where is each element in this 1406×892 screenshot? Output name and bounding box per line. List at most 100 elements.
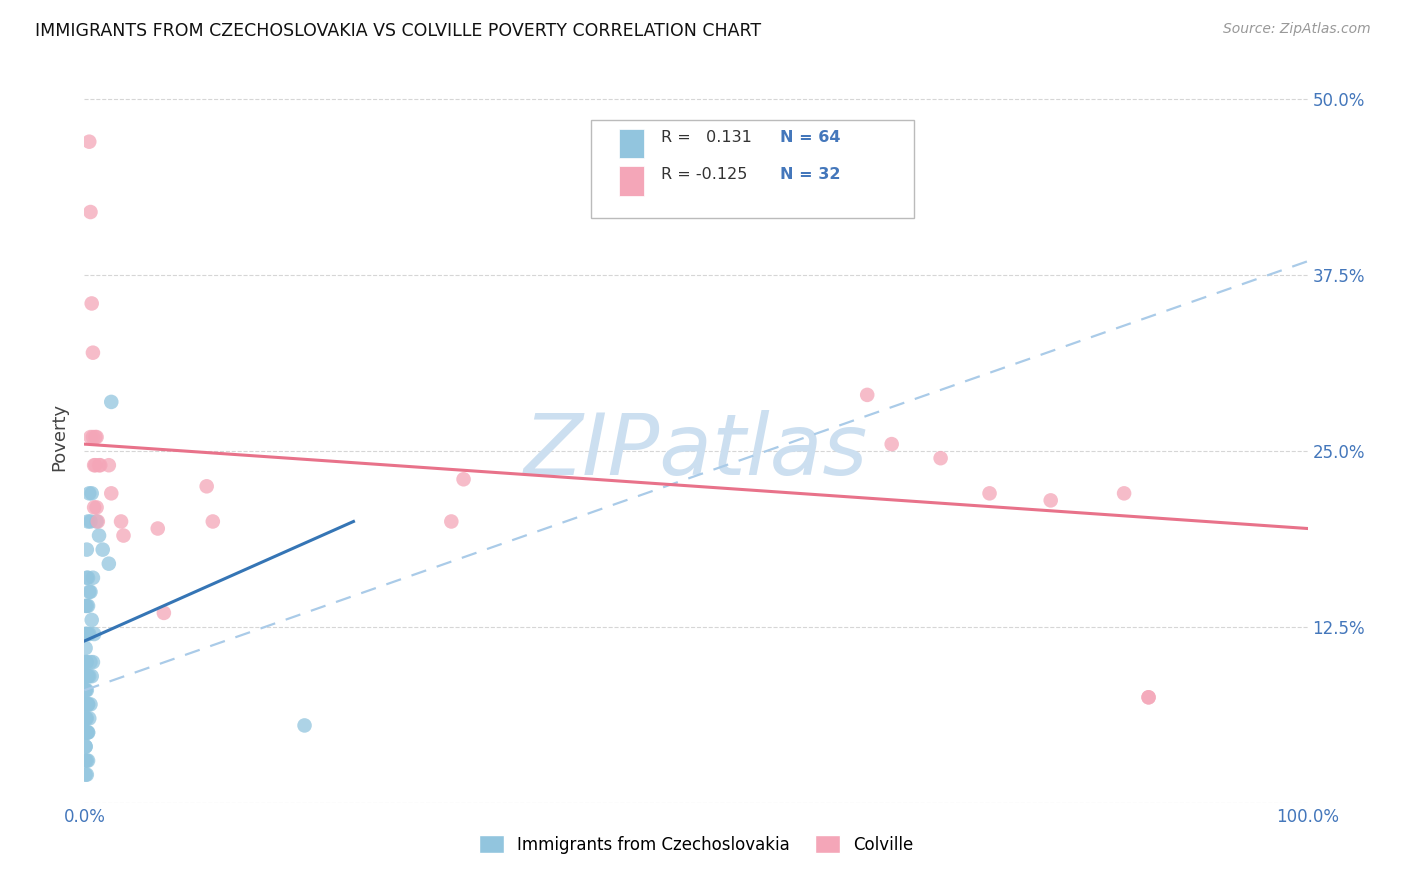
Point (77, 515, 100, 529)
Point (77, 627, 100, 641)
Point (880, 437, 903, 451)
Point (76, 683, 98, 698)
Legend: Immigrants from Czechoslovakia, Colville: Immigrants from Czechoslovakia, Colville (472, 829, 920, 860)
Point (76, 725, 98, 739)
Point (76, 571, 98, 585)
Point (440, 515, 463, 529)
Point (100, 486, 122, 500)
Point (97, 458, 120, 473)
Point (87, 515, 110, 529)
Point (75, 754, 97, 768)
Point (89, 458, 111, 473)
Point (929, 451, 952, 466)
Point (91, 542, 114, 557)
Point (77, 669, 100, 683)
Point (110, 515, 132, 529)
Point (75, 698, 97, 712)
Point (76, 627, 98, 641)
Point (77, 711, 100, 725)
Point (76, 754, 98, 768)
Point (84, 458, 107, 473)
Text: ZIPatlas: ZIPatlas (524, 410, 868, 493)
Point (100, 395, 122, 409)
Y-axis label: Poverty: Poverty (51, 403, 69, 471)
Point (83, 627, 105, 641)
Point (294, 718, 316, 732)
Point (75, 627, 97, 641)
Point (77, 135, 100, 149)
Point (79, 698, 101, 712)
Text: N = 64: N = 64 (780, 130, 841, 145)
Point (86, 515, 108, 529)
Point (146, 521, 169, 535)
Text: R =   0.131: R = 0.131 (661, 130, 752, 145)
Point (77, 627, 100, 641)
Point (112, 528, 135, 542)
Point (77, 698, 100, 712)
Point (75, 669, 97, 683)
Point (82, 571, 104, 585)
Point (75, 739, 97, 754)
Point (80, 613, 103, 627)
Point (1039, 493, 1062, 508)
Point (83, 500, 105, 515)
Point (77, 698, 100, 712)
Point (82, 655, 104, 669)
Point (75, 655, 97, 669)
Point (84, 430, 107, 444)
Point (75, 739, 97, 754)
Point (76, 725, 98, 739)
Point (76, 599, 98, 613)
Point (76, 698, 98, 712)
Point (75, 669, 97, 683)
Point (77, 725, 100, 739)
Point (77, 571, 100, 585)
Text: R = -0.125: R = -0.125 (661, 168, 747, 183)
Point (87, 458, 110, 473)
Point (75, 725, 97, 739)
Point (75, 683, 97, 698)
Point (77, 599, 100, 613)
Point (97, 557, 120, 571)
Point (86, 430, 108, 444)
Point (79, 655, 101, 669)
Point (1137, 690, 1160, 705)
Point (80, 296, 103, 310)
Point (75, 767, 97, 781)
Point (77, 584, 100, 599)
Point (153, 606, 176, 620)
Point (80, 486, 103, 500)
Text: Source: ZipAtlas.com: Source: ZipAtlas.com (1223, 22, 1371, 37)
Point (1114, 486, 1136, 500)
Point (76, 767, 98, 781)
Point (75, 599, 97, 613)
Point (77, 725, 100, 739)
Point (201, 515, 224, 529)
Point (856, 388, 879, 402)
Point (979, 486, 1001, 500)
Point (77, 486, 100, 500)
Point (82, 430, 104, 444)
Point (79, 430, 101, 444)
Point (76, 711, 98, 725)
Point (79, 515, 101, 529)
Point (1137, 690, 1160, 705)
Point (76, 542, 98, 557)
Point (75, 683, 97, 698)
Point (76, 655, 98, 669)
Point (86, 500, 108, 515)
Point (195, 479, 218, 493)
Point (453, 472, 475, 486)
Text: N = 32: N = 32 (780, 168, 841, 183)
Point (75, 641, 97, 656)
Point (87, 528, 110, 542)
Point (79, 584, 101, 599)
Point (83, 458, 105, 473)
Point (82, 345, 104, 359)
Point (77, 669, 100, 683)
Point (77, 754, 100, 768)
Text: IMMIGRANTS FROM CZECHOSLOVAKIA VS COLVILLE POVERTY CORRELATION CHART: IMMIGRANTS FROM CZECHOSLOVAKIA VS COLVIL… (35, 22, 761, 40)
Point (75, 725, 97, 739)
Point (75, 627, 97, 641)
Point (75, 711, 97, 725)
